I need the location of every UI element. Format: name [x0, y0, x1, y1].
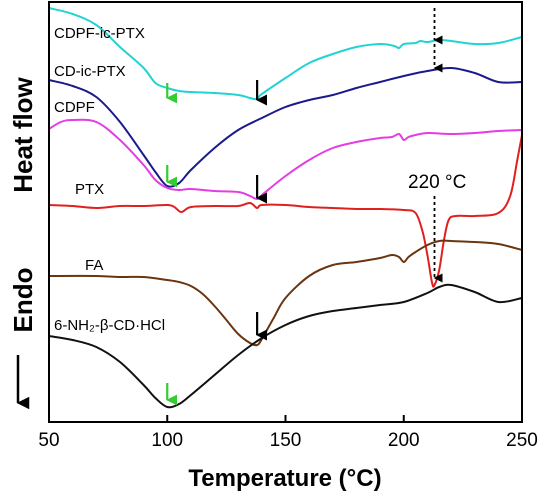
series-line-cd-ic-ptx [48, 66, 523, 188]
y-axis-title-heat-flow: Heat flow [8, 76, 38, 192]
x-tick-label-150: 150 [270, 430, 302, 451]
series-line-6-nh-cd-hcl [48, 283, 523, 409]
series-layer [48, 7, 523, 409]
series-label-6-nh2-beta-cd-hcl: 6-NH₂-β-CD·HCl [54, 317, 165, 334]
series-line-ptx [48, 134, 523, 288]
series-label-cdpf-ic-ptx: CDPF-ic-PTX [54, 25, 145, 42]
x-tick-label-250: 250 [506, 430, 538, 451]
series-line-cdpf [48, 118, 523, 201]
x-axis-title: Temperature (°C) [188, 465, 381, 492]
x-tick-label-50: 50 [38, 430, 59, 451]
series-label-cd-ic-ptx: CD-ic-PTX [54, 63, 126, 80]
series-label-ptx: PTX [75, 181, 104, 198]
series-label-cdpf: CDPF [54, 99, 95, 116]
annotation-220c: 220 °C [408, 172, 466, 193]
series-line-cdpf-ic-ptx [48, 7, 523, 101]
annotation-layer [166, 8, 443, 406]
x-tick-label-200: 200 [388, 430, 420, 451]
series-label-fa: FA [85, 257, 103, 274]
y-axis-title-endo: Endo [8, 268, 38, 333]
x-axis: 50 100 150 200 250 [38, 415, 538, 451]
x-tick-label-100: 100 [151, 430, 183, 451]
series-line-fa [48, 239, 523, 347]
